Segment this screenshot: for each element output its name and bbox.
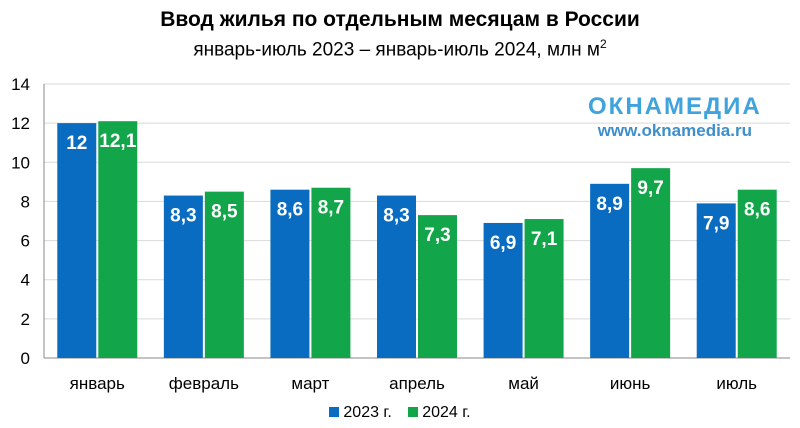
bar-2023 (270, 189, 310, 358)
bar-2024 (631, 168, 671, 358)
bar-2024 (204, 191, 244, 358)
bar-2024 (418, 215, 457, 358)
x-tick-label: апрель (389, 374, 445, 393)
x-tick-label: июль (716, 374, 757, 393)
bar-2023 (163, 195, 203, 358)
data-label: 8,3 (170, 206, 196, 227)
data-label: 8,9 (596, 194, 622, 215)
subtitle-text: январь-июль 2023 – январь-июль 2024, млн… (193, 39, 600, 61)
chart-subtitle: январь-июль 2023 – январь-июль 2024, млн… (0, 37, 800, 61)
data-label: 8,5 (211, 202, 238, 223)
bar-2023 (57, 123, 97, 359)
y-tick-label: 0 (21, 349, 30, 368)
watermark-logo: ОКНАМЕДИА (588, 93, 762, 120)
x-tick-label: январь (70, 374, 125, 393)
legend-swatch-2023 (329, 407, 340, 417)
data-label: 6,9 (490, 233, 516, 254)
data-label: 9,7 (637, 178, 663, 199)
legend: 2023 г. 2024 г. (0, 404, 800, 422)
bar-2024 (98, 121, 138, 358)
x-tick-label: февраль (169, 374, 239, 393)
x-tick-label: март (291, 374, 329, 393)
legend-item-2024: 2024 г. (408, 404, 471, 422)
data-label: 8,6 (744, 200, 770, 221)
bar-2024 (311, 187, 351, 358)
subtitle-superscript: 2 (599, 37, 607, 51)
data-label: 7,3 (424, 225, 450, 246)
legend-label-2024: 2024 г. (422, 404, 471, 421)
bar-2024 (737, 189, 777, 358)
bar-2023 (377, 195, 416, 358)
y-tick-label: 8 (21, 192, 30, 211)
data-label: 7,9 (703, 213, 729, 234)
bar-2023 (590, 183, 630, 358)
data-label: 7,1 (531, 229, 558, 250)
data-label: 12,1 (99, 131, 136, 152)
bar-2023 (483, 222, 523, 358)
x-tick-label: июнь (610, 374, 651, 393)
bar-2024 (524, 219, 564, 358)
data-label: 8,6 (277, 200, 303, 221)
y-tick-label: 14 (11, 75, 30, 94)
watermark-url: www.oknamedia.ru (597, 121, 752, 140)
bar-2023 (696, 203, 736, 358)
data-label: 8,3 (383, 206, 409, 227)
data-label: 12 (66, 133, 87, 154)
watermark: ОКНАМЕДИА www.oknamedia.ru (588, 94, 762, 142)
y-tick-label: 4 (21, 271, 30, 290)
y-tick-label: 10 (11, 153, 30, 172)
legend-item-2023: 2023 г. (329, 404, 392, 422)
data-label: 8,7 (318, 198, 344, 219)
x-tick-label: май (508, 374, 539, 393)
y-tick-label: 12 (11, 114, 30, 133)
y-tick-label: 6 (21, 232, 30, 251)
chart-title: Ввод жилья по отдельным месяцам в России (160, 8, 640, 31)
legend-swatch-2024 (408, 407, 419, 417)
legend-label-2023: 2023 г. (343, 404, 392, 421)
y-tick-label: 2 (21, 310, 30, 329)
